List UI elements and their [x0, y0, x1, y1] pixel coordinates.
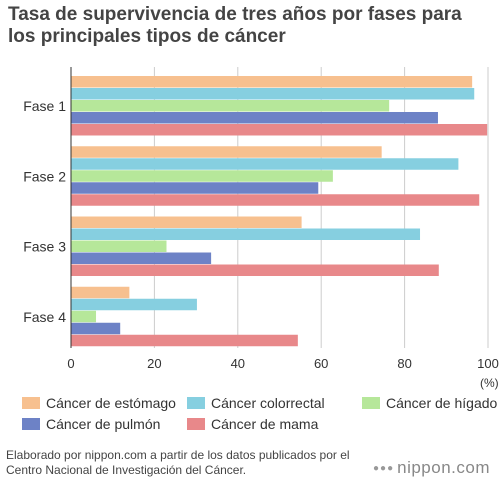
category-label-3: Fase 3	[23, 239, 66, 255]
legend-label: Cáncer de hígado	[386, 395, 498, 411]
legend-label: Cáncer de estómago	[46, 395, 176, 411]
bar-2-4	[71, 182, 319, 194]
x-tick-label-60: 60	[314, 356, 328, 371]
legend-item-2: Cáncer colorrectal	[187, 395, 325, 411]
bar-2-3	[71, 170, 333, 182]
bar-3-4	[71, 252, 212, 264]
legend-label: Cáncer de mama	[211, 416, 319, 432]
brand-dots-icon: ●●●	[372, 463, 395, 474]
bar-4-3	[71, 310, 97, 323]
bar-1-4	[71, 112, 438, 124]
legend-label: Cáncer colorrectal	[211, 395, 325, 411]
bar-4-4	[71, 322, 121, 335]
x-tick-label-20: 20	[147, 356, 161, 371]
bar-4-5	[71, 334, 298, 347]
legend-swatch	[362, 397, 380, 409]
chart-title: Tasa de supervivencia de tres años por f…	[8, 4, 462, 47]
x-tick-label-80: 80	[397, 356, 411, 371]
legend-item-1: Cáncer de estómago	[22, 395, 176, 411]
bar-3-1	[71, 216, 302, 228]
legend-item-4: Cáncer de pulmón	[22, 416, 160, 432]
bar-4-2	[71, 298, 197, 311]
labels: 0 20 40 60 80 100 (%) Fase 1 Fase 2 Fase 3 Fase 4	[23, 98, 499, 390]
x-tick-label-100: 100	[477, 356, 499, 371]
bar-2-2	[71, 158, 459, 170]
x-unit-label: (%)	[480, 376, 499, 390]
bar-2-5	[71, 194, 480, 206]
bar-1-3	[71, 100, 390, 112]
source-note: Elaborado por nippon.com a partir de los…	[6, 448, 350, 477]
x-tick-label-40: 40	[231, 356, 245, 371]
legend-item-3: Cáncer de hígado	[362, 395, 497, 411]
bar-2-1	[71, 146, 382, 158]
legend-label: Cáncer de pulmón	[46, 416, 161, 432]
brand-logo[interactable]: ●●● nippon.com	[373, 458, 490, 478]
legend-item-5: Cáncer de mama	[187, 416, 318, 432]
bar-3-3	[71, 240, 167, 252]
bar-3-2	[71, 228, 421, 240]
category-label-2: Fase 2	[23, 168, 66, 184]
x-tick-label-0: 0	[67, 356, 74, 371]
legend-swatch	[22, 418, 40, 430]
bar-3-5	[71, 264, 439, 276]
bar-1-2	[71, 88, 475, 100]
category-label-4: Fase 4	[23, 309, 66, 325]
bar-1-5	[71, 124, 488, 136]
bars	[71, 76, 488, 347]
bar-4-1	[71, 286, 130, 299]
legend-swatch	[187, 397, 205, 409]
legend-swatch	[187, 418, 205, 430]
category-label-1: Fase 1	[23, 98, 66, 114]
legend-swatch	[22, 397, 40, 409]
bar-1-1	[71, 76, 473, 88]
brand-name: nippon.com	[397, 458, 490, 477]
bar-chart: 0 20 40 60 80 100 (%) Fase 1 Fase 2 Fase 3 Fase 4	[23, 67, 499, 390]
